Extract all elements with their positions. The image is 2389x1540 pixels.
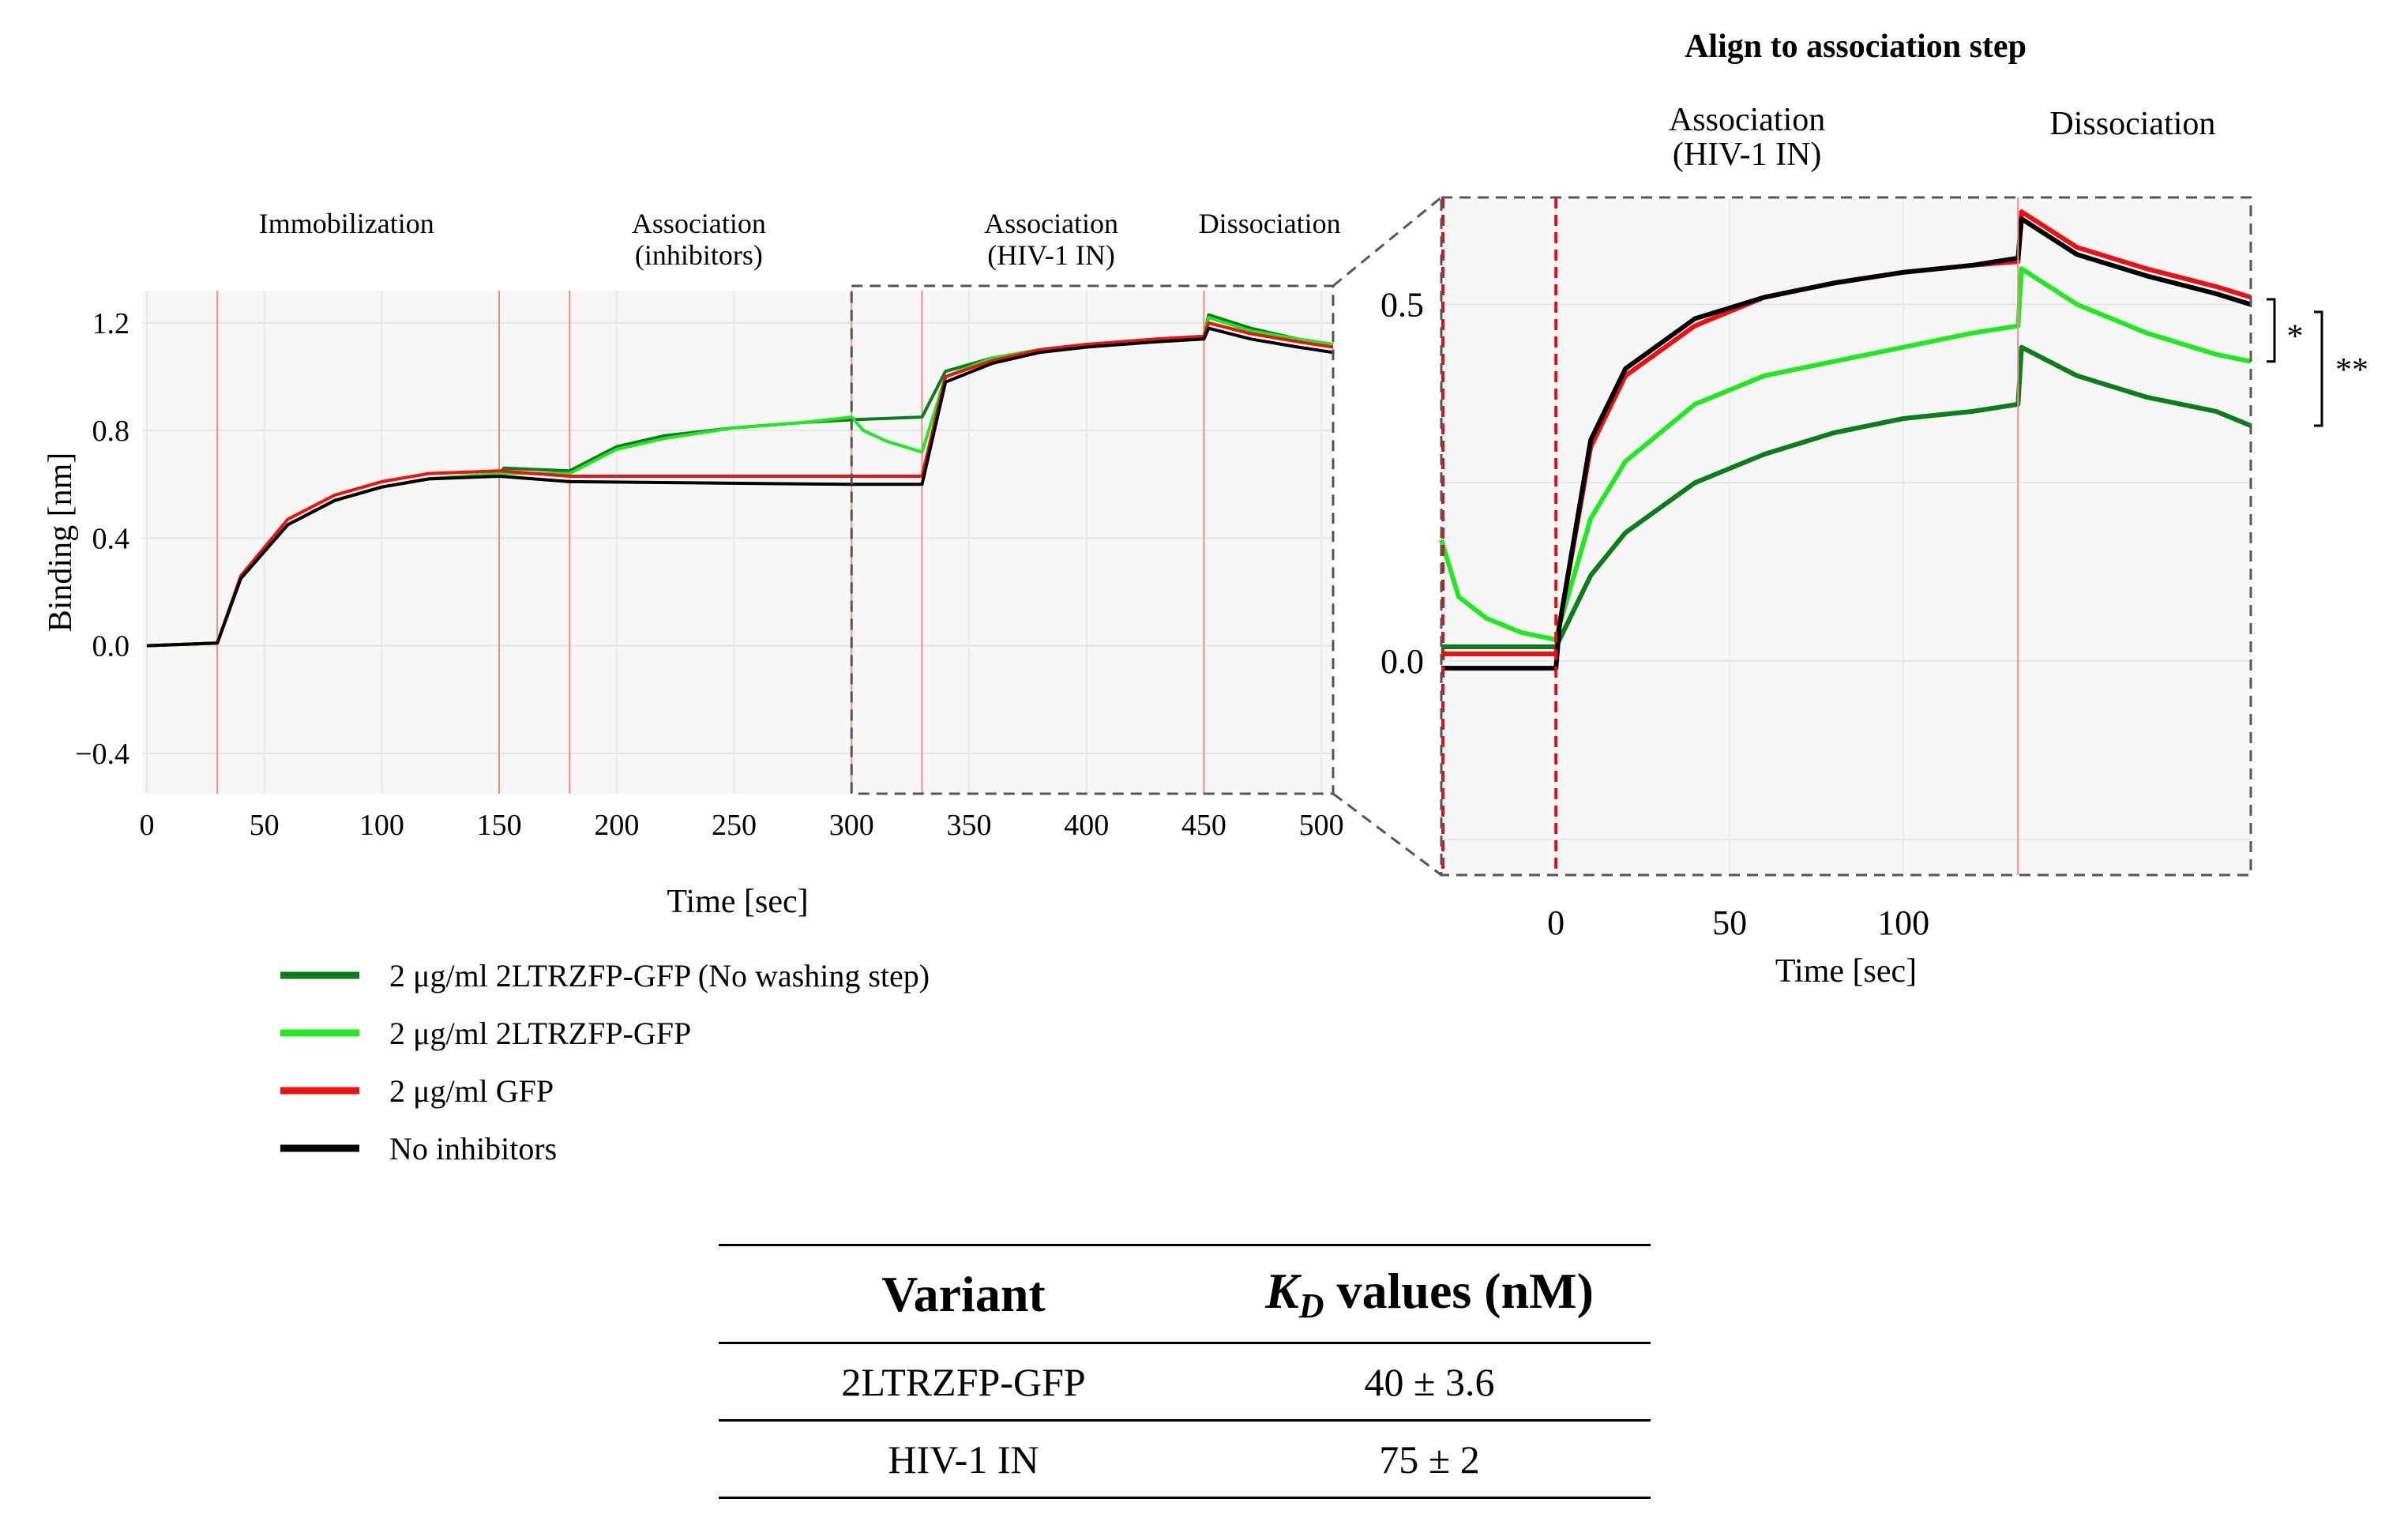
right-plot-area <box>1441 197 2251 875</box>
table-cell-variant: 2LTRZFP-GFP <box>719 1343 1208 1422</box>
left-x-axis-title: Time [sec] <box>667 884 808 920</box>
left-y-tick-label: 1.2 <box>92 307 130 340</box>
left-x-tick-label: 0 <box>139 809 154 842</box>
left-phase-label: Dissociation <box>1199 208 1341 239</box>
kd-table: Variant KD values (nM) 2LTRZFP-GFP 40 ± … <box>719 1244 1651 1499</box>
table-cell-kd: 75 ± 2 <box>1208 1420 1651 1499</box>
right-y-tick-label: 0.5 <box>1380 285 1424 324</box>
zoom-box <box>850 284 1335 795</box>
right-x-axis-title: Time [sec] <box>1775 953 1917 990</box>
significance-bracket <box>2267 298 2276 363</box>
left-y-tick-label: 0.0 <box>92 630 130 663</box>
legend-label: No inhibitors <box>389 1131 557 1166</box>
legend-label: 2 μg/ml 2LTRZFP-GFP (No washing step) <box>389 958 930 993</box>
right-phase-label: Dissociation <box>2049 106 2215 142</box>
table-header-row: Variant KD values (nM) <box>719 1244 1651 1344</box>
table-header-kd: KD values (nM) <box>1208 1244 1651 1344</box>
kd-symbol: K <box>1265 1263 1299 1319</box>
left-series-line <box>146 321 1334 648</box>
legend-label: 2 μg/ml 2LTRZFP-GFP <box>389 1016 691 1051</box>
left-x-tick-label: 200 <box>594 809 639 842</box>
left-x-tick-label: 150 <box>477 809 522 842</box>
right-phase-label: Association (HIV-1 IN) <box>1669 102 1825 173</box>
left-plot-area <box>142 291 1333 794</box>
left-y-tick-label: −0.4 <box>75 738 130 771</box>
left-x-tick-label: 350 <box>946 809 991 842</box>
right-plot-frame <box>1440 196 2252 877</box>
table-cell-kd: 40 ± 3.6 <box>1208 1343 1651 1422</box>
right-series-line <box>1441 344 2252 649</box>
significance-label: * <box>2287 318 2304 355</box>
left-series-line <box>146 326 1334 648</box>
significance-label: ** <box>2335 352 2368 389</box>
zoom-connector-top <box>1332 196 1442 287</box>
right-x-tick-label: 100 <box>1877 903 1929 942</box>
table-header-variant: Variant <box>719 1244 1208 1344</box>
left-y-tick-label: 0.8 <box>92 415 130 448</box>
kd-header-rest: values (nM) <box>1324 1263 1594 1319</box>
legend-label: 2 μg/ml GFP <box>389 1073 554 1109</box>
right-x-tick-label: 50 <box>1712 903 1747 942</box>
left-x-tick-label: 300 <box>829 809 874 842</box>
zoom-connector-bottom <box>1332 792 1442 877</box>
table-row: HIV-1 IN 75 ± 2 <box>719 1420 1651 1499</box>
left-x-tick-label: 500 <box>1299 809 1344 842</box>
left-y-axis-title: Binding [nm] <box>43 453 79 633</box>
right-series-line <box>1441 216 2252 671</box>
right-series-line <box>1439 266 2252 642</box>
table-row: 2LTRZFP-GFP 40 ± 3.6 <box>719 1343 1651 1422</box>
right-y-tick-label: 0.0 <box>1380 642 1424 681</box>
right-x-tick-label: 0 <box>1547 903 1564 942</box>
significance-bracket <box>2314 310 2323 427</box>
left-phase-label: Immobilization <box>259 208 434 239</box>
left-x-tick-label: 50 <box>250 809 280 842</box>
left-x-tick-label: 100 <box>359 809 404 842</box>
left-phase-label: Association (inhibitors) <box>632 208 766 271</box>
left-y-tick-label: 0.4 <box>92 522 130 555</box>
left-x-tick-label: 250 <box>712 809 757 842</box>
left-x-tick-label: 400 <box>1064 809 1109 842</box>
left-phase-label: Association (HIV-1 IN) <box>984 208 1118 271</box>
table-cell-variant: HIV-1 IN <box>719 1420 1208 1499</box>
kd-subscript: D <box>1298 1286 1324 1325</box>
left-x-tick-label: 450 <box>1181 809 1226 842</box>
right-chart-title: Align to association step <box>1685 28 2027 65</box>
